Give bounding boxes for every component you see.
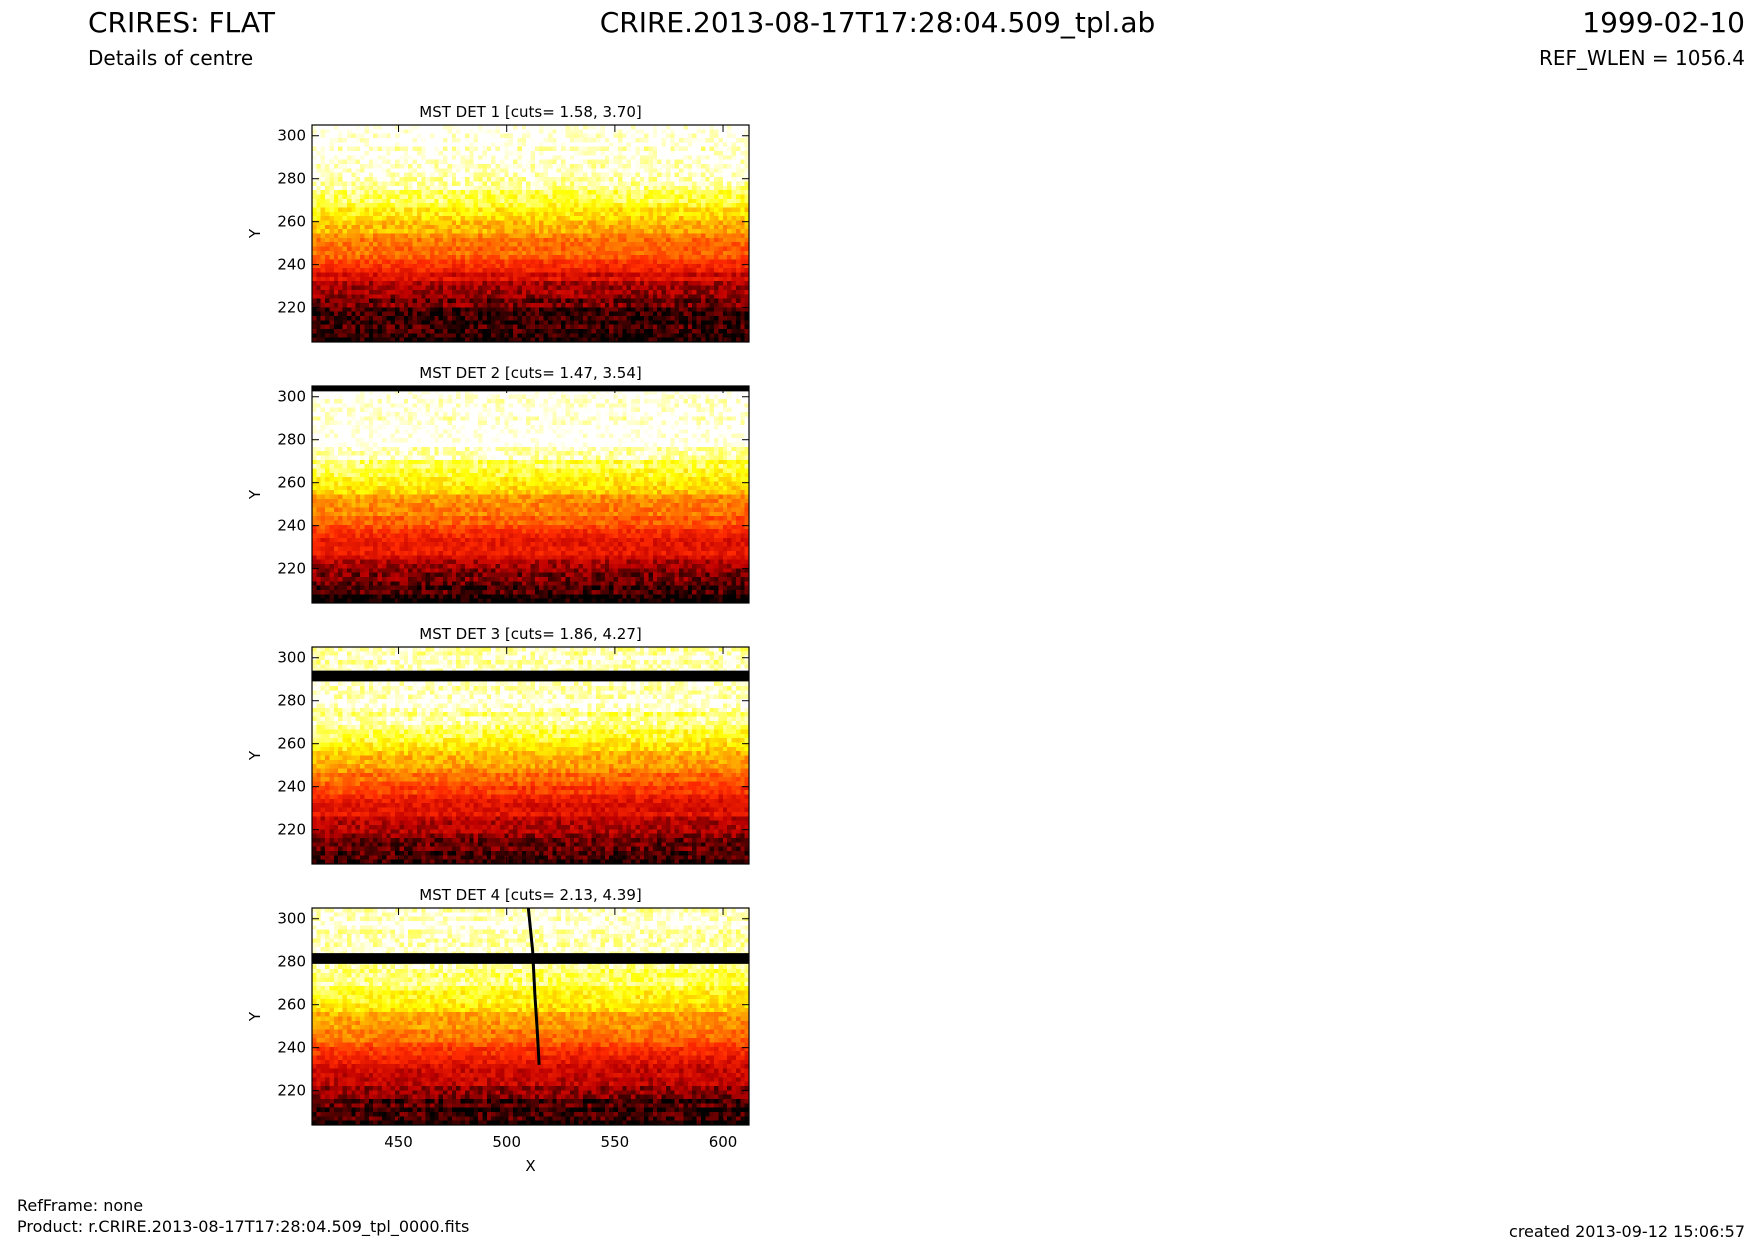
y-tick-label: 280 xyxy=(277,692,306,710)
y-tick-label: 300 xyxy=(277,127,306,145)
y-tick-label: 220 xyxy=(277,1082,306,1100)
panel-det-2: MST DET 2 [cuts= 1.47, 3.54] 220 240 260 280… xyxy=(246,364,750,604)
y-tick-label: 300 xyxy=(277,388,306,406)
reference-wavelength: REF_WLEN = 1056.4 xyxy=(1539,46,1745,70)
file-identifier: CRIRE.2013-08-17T17:28:04.509_tpl.ab xyxy=(0,6,1755,39)
figure-subtitle: Details of centre xyxy=(88,46,253,70)
masked-row-band xyxy=(312,386,749,392)
flat-image-det-4 xyxy=(312,908,750,1126)
y-tick-label: 220 xyxy=(277,299,306,317)
y-tick-label: 220 xyxy=(277,560,306,578)
defect-track xyxy=(526,907,541,1065)
axes-frame xyxy=(311,124,750,343)
y-axis-label: Y xyxy=(246,489,264,500)
x-tick-label: 500 xyxy=(492,1133,521,1151)
x-tick-label: 450 xyxy=(384,1133,413,1151)
panel-title: MST DET 1 [cuts= 1.58, 3.70] xyxy=(419,103,642,121)
panel-det-4: MST DET 4 [cuts= 2.13, 4.39] 220 240 260 280… xyxy=(246,886,750,1175)
creation-timestamp: created 2013-09-12 15:06:57 xyxy=(1509,1222,1745,1241)
y-tick-label: 260 xyxy=(277,474,306,492)
observation-date: 1999-02-10 xyxy=(1582,6,1745,39)
y-tick-label: 300 xyxy=(277,649,306,667)
y-tick-label: 240 xyxy=(277,778,306,796)
masked-row-band xyxy=(312,953,749,964)
flat-image-det-1 xyxy=(312,125,750,343)
y-tick-label: 260 xyxy=(277,213,306,231)
y-tick-label: 260 xyxy=(277,735,306,753)
product-filename: Product: r.CRIRE.2013-08-17T17:28:04.509… xyxy=(17,1217,469,1236)
y-tick-label: 280 xyxy=(277,170,306,188)
axes-frame xyxy=(311,385,750,604)
x-tick-label: 550 xyxy=(601,1133,630,1151)
y-tick-label: 300 xyxy=(277,910,306,928)
x-axis-label: X xyxy=(525,1157,535,1175)
y-tick-label: 240 xyxy=(277,256,306,274)
y-tick-label: 240 xyxy=(277,1039,306,1057)
panel-title: MST DET 4 [cuts= 2.13, 4.39] xyxy=(419,886,642,904)
y-axis-label: Y xyxy=(246,750,264,761)
panel-det-3: MST DET 3 [cuts= 1.86, 4.27] 220 240 260 280… xyxy=(246,625,750,865)
masked-row-band xyxy=(312,670,749,682)
axes-frame xyxy=(311,907,750,1126)
ref-frame-note: RefFrame: none xyxy=(17,1196,143,1215)
flat-image-det-2 xyxy=(312,386,750,604)
panel-det-1: MST DET 1 [cuts= 1.58, 3.70] 220 240 260 280… xyxy=(246,103,750,343)
axes-frame xyxy=(311,646,750,865)
y-tick-label: 220 xyxy=(277,821,306,839)
x-tick-label: 600 xyxy=(709,1133,738,1151)
figure-title: CRIRES: FLAT xyxy=(88,6,275,39)
y-tick-label: 260 xyxy=(277,996,306,1014)
y-tick-label: 280 xyxy=(277,431,306,449)
y-tick-label: 240 xyxy=(277,517,306,535)
y-axis-label: Y xyxy=(246,228,264,239)
panel-title: MST DET 2 [cuts= 1.47, 3.54] xyxy=(419,364,642,382)
panel-title: MST DET 3 [cuts= 1.86, 4.27] xyxy=(419,625,642,643)
y-axis-label: Y xyxy=(246,1011,264,1022)
y-tick-label: 280 xyxy=(277,953,306,971)
